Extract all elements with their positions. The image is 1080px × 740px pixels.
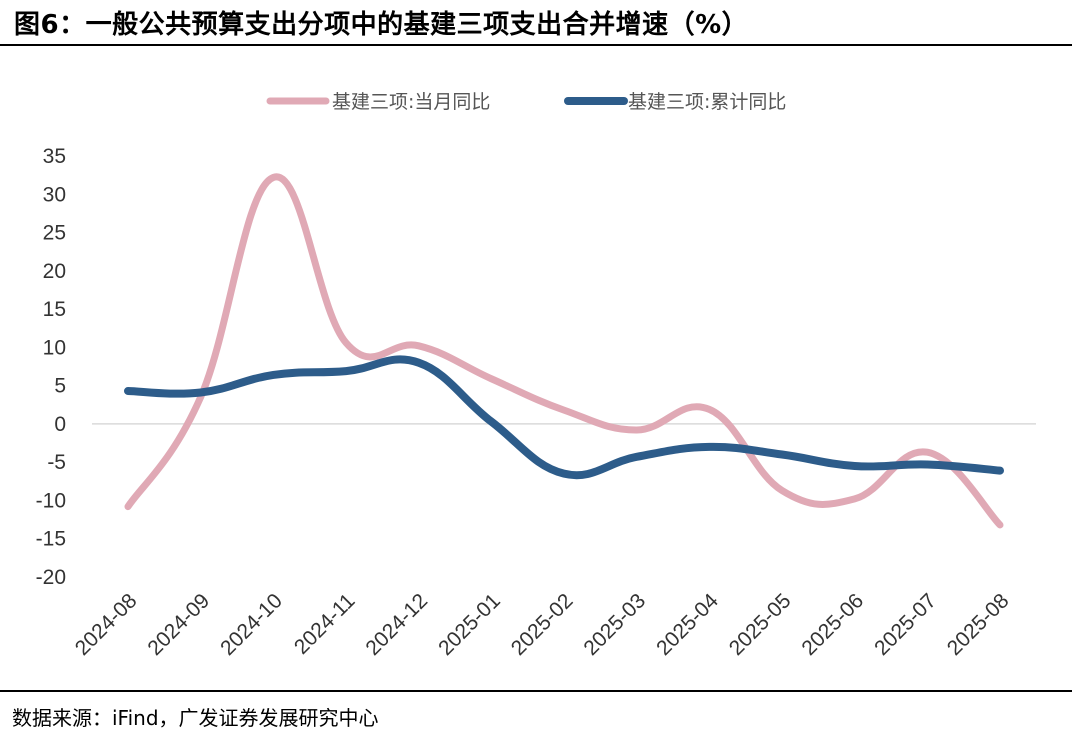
y-tick-label: -15 bbox=[36, 528, 66, 551]
x-tick-label: 2025-04 bbox=[652, 589, 723, 660]
y-tick-label: 35 bbox=[43, 145, 66, 168]
series-line-cumulative-yoy bbox=[124, 355, 1004, 480]
x-axis: 2024-08 2024-09 2024-10 2024-11 2024-12 2025-… bbox=[71, 589, 1014, 660]
x-tick-label: 2025-03 bbox=[579, 589, 650, 660]
series-group bbox=[124, 173, 1004, 529]
x-tick-label: 2024-10 bbox=[216, 589, 287, 660]
x-tick-label: 2025-06 bbox=[797, 589, 868, 660]
x-tick-label: 2024-09 bbox=[143, 589, 214, 660]
y-tick-label: -5 bbox=[47, 451, 66, 474]
y-axis: 35 30 25 20 15 10 5 0 -5 -10 -15 -20 bbox=[36, 145, 66, 589]
x-tick-label: 2025-07 bbox=[870, 589, 941, 660]
y-tick-label: -10 bbox=[36, 489, 66, 512]
x-tick-label: 2025-01 bbox=[434, 589, 505, 660]
x-tick-label: 2025-05 bbox=[725, 589, 796, 660]
y-tick-label: 25 bbox=[43, 222, 66, 245]
legend-label: 基建三项:当月同比 bbox=[332, 91, 490, 113]
legend-label: 基建三项:累计同比 bbox=[628, 91, 786, 113]
x-tick-label: 2024-11 bbox=[290, 589, 360, 659]
x-tick-label: 2024-12 bbox=[361, 589, 432, 660]
y-tick-label: 30 bbox=[43, 183, 66, 206]
y-tick-label: 10 bbox=[43, 336, 66, 359]
y-tick-label: -20 bbox=[36, 566, 66, 589]
x-tick-label: 2024-08 bbox=[71, 589, 142, 660]
series-line-monthly-yoy bbox=[124, 173, 1004, 529]
chart-title: 图6：一般公共预算支出分项中的基建三项支出合并增速（%） bbox=[14, 10, 749, 40]
y-tick-label: 20 bbox=[43, 260, 66, 283]
source-note: 数据来源：iFind，广发证券发展研究中心 bbox=[12, 706, 379, 730]
line-chart: 基建三项:当月同比 基建三项:累计同比 35 30 25 20 15 10 5 0 -5 -10 -1… bbox=[36, 91, 1036, 660]
legend: 基建三项:当月同比 基建三项:累计同比 bbox=[266, 91, 786, 113]
x-tick-label: 2025-08 bbox=[943, 589, 1014, 660]
footer-divider bbox=[0, 690, 1072, 692]
y-tick-label: 15 bbox=[43, 298, 66, 321]
x-tick-label: 2025-02 bbox=[507, 589, 578, 660]
title-divider bbox=[0, 44, 1072, 46]
y-tick-label: 0 bbox=[54, 413, 66, 436]
y-tick-label: 5 bbox=[54, 375, 66, 398]
